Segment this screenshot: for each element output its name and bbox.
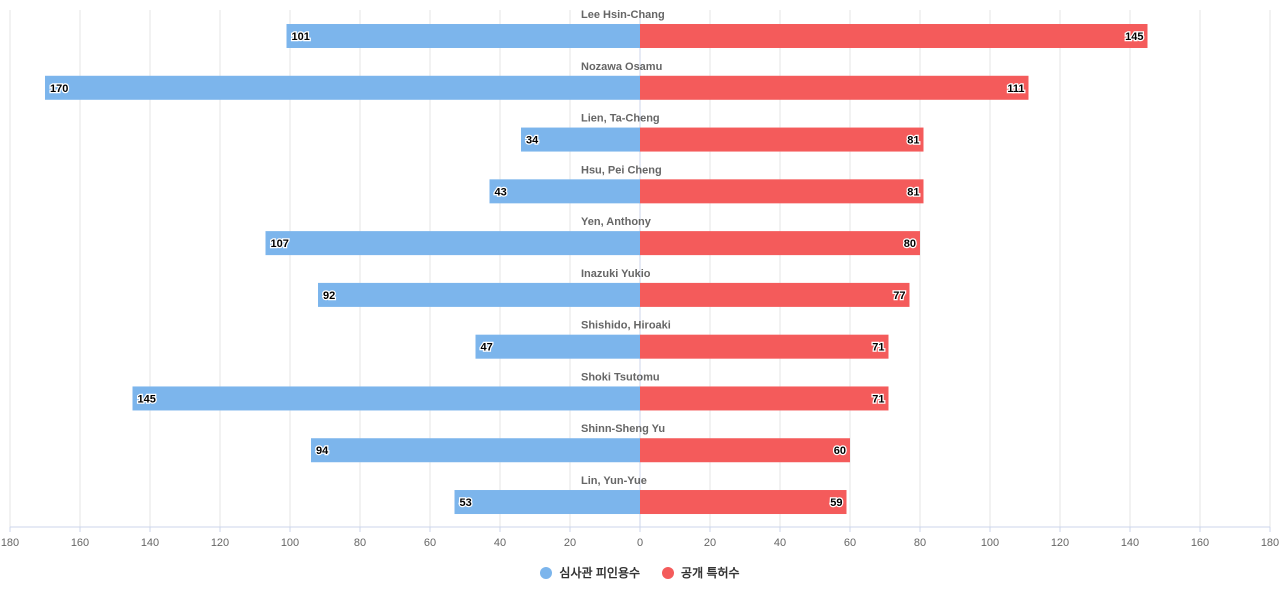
data-label-right: 59 xyxy=(830,497,842,509)
bar-left xyxy=(265,231,640,256)
legend-item-patents[interactable]: 공개 특허수 xyxy=(662,564,740,581)
bar-right xyxy=(640,179,924,204)
bar-right xyxy=(640,75,1029,100)
x-tick-label: 120 xyxy=(1051,537,1069,549)
x-tick-label: 40 xyxy=(494,537,506,549)
data-label-left: 94 xyxy=(316,445,329,457)
butterfly-bar-chart: 180 160 140 120 100 80 60 40 20 0 20 40 60 80 100 120 14… xyxy=(1,9,1279,549)
x-tick-label: 0 xyxy=(637,537,643,549)
category-label: Yen, Anthony xyxy=(581,216,652,228)
legend-dot-blue xyxy=(540,566,553,579)
legend: 심사관 피인용수 공개 특허수 xyxy=(0,564,1280,581)
x-tick-label: 80 xyxy=(914,537,926,549)
data-label-right: 80 xyxy=(904,238,916,250)
x-tick-label: 140 xyxy=(141,537,159,549)
legend-label: 심사관 피인용수 xyxy=(559,566,641,580)
bar-right xyxy=(640,24,1148,48)
bar-right xyxy=(640,334,889,359)
data-label-left: 107 xyxy=(271,238,289,250)
category-label: Lin, Yun-Yue xyxy=(581,475,647,487)
x-tick-label: 120 xyxy=(211,537,229,549)
data-label-right: 71 xyxy=(872,342,884,354)
category-label: Shishido, Hiroaki xyxy=(581,320,671,332)
category-label: Shinn-Sheng Yu xyxy=(581,423,665,435)
category-label: Lee Hsin-Chang xyxy=(581,9,665,21)
data-label-right: 71 xyxy=(872,393,884,405)
bar-left xyxy=(311,438,640,463)
bar-left xyxy=(454,490,640,515)
x-tick-label: 100 xyxy=(981,537,999,549)
bar-left xyxy=(318,282,640,307)
bar-left xyxy=(489,179,640,204)
category-label: Lien, Ta-Cheng xyxy=(581,113,660,125)
bar-right xyxy=(640,231,920,256)
data-label-left: 43 xyxy=(495,186,507,198)
data-label-left: 53 xyxy=(460,497,472,509)
x-tick-label: 40 xyxy=(774,537,786,549)
category-label: Nozawa Osamu xyxy=(581,61,662,73)
bar-right xyxy=(640,127,924,152)
legend-dot-red xyxy=(662,566,675,579)
x-tick-label: 100 xyxy=(281,537,299,549)
x-tick-label: 160 xyxy=(1191,537,1209,549)
x-tick-label: 20 xyxy=(564,537,576,549)
data-label-left: 34 xyxy=(526,135,539,147)
data-label-left: 145 xyxy=(138,393,156,405)
bar-right xyxy=(640,386,889,411)
bar-left xyxy=(475,334,640,359)
bar-left xyxy=(521,127,640,152)
category-label: Hsu, Pei Cheng xyxy=(581,164,662,176)
category-label: Shoki Tsutomu xyxy=(581,371,660,383)
bar-right xyxy=(640,438,850,463)
data-label-left: 47 xyxy=(481,342,493,354)
x-tick-label: 180 xyxy=(1,537,19,549)
bar-right xyxy=(640,282,910,307)
x-tick-label: 140 xyxy=(1121,537,1139,549)
data-label-left: 170 xyxy=(50,83,68,95)
bar-right xyxy=(640,490,847,515)
x-tick-label: 20 xyxy=(704,537,716,549)
bar-left xyxy=(45,75,640,100)
bar-left xyxy=(132,386,640,411)
data-label-right: 111 xyxy=(1007,83,1024,95)
legend-label: 공개 특허수 xyxy=(681,566,740,580)
legend-item-citations[interactable]: 심사관 피인용수 xyxy=(540,564,640,581)
x-tick-label: 180 xyxy=(1261,537,1279,549)
x-tick-label: 60 xyxy=(424,537,436,549)
x-tick-label: 60 xyxy=(844,537,856,549)
data-label-right: 145 xyxy=(1125,31,1143,43)
x-tick-label: 80 xyxy=(354,537,366,549)
data-label-right: 77 xyxy=(893,290,905,302)
category-label: Inazuki Yukio xyxy=(581,268,651,280)
data-label-left: 101 xyxy=(292,31,310,43)
data-label-right: 60 xyxy=(834,445,846,457)
data-label-left: 92 xyxy=(323,290,335,302)
data-label-right: 81 xyxy=(907,135,919,147)
bar-left xyxy=(286,24,640,48)
data-label-right: 81 xyxy=(907,186,919,198)
x-tick-label: 160 xyxy=(71,537,89,549)
